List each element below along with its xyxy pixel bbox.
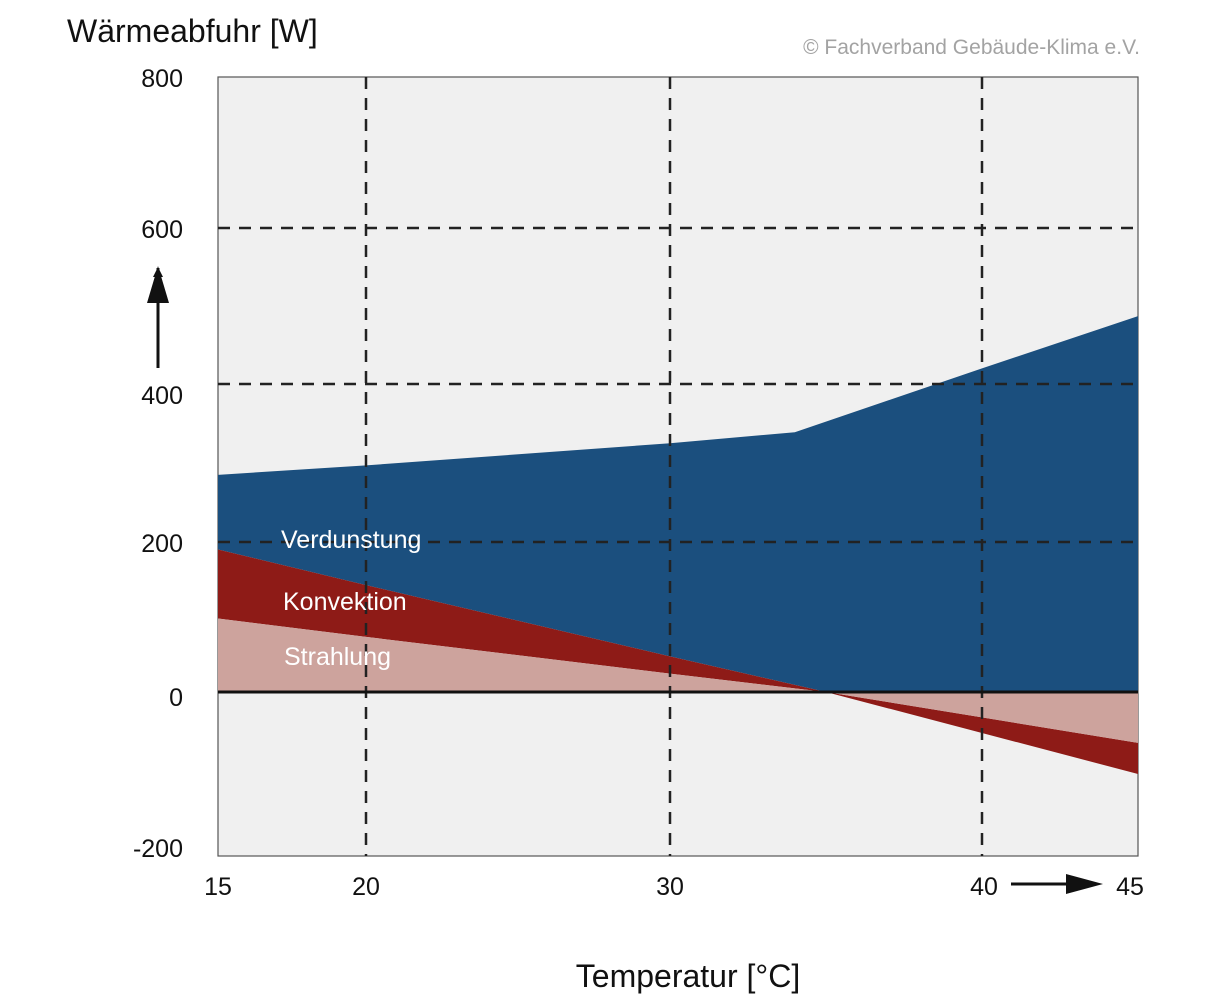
x-tick-label: 20 (352, 873, 380, 901)
y-tick-label: 600 (141, 216, 183, 244)
x-axis-arrow-icon-head (1066, 874, 1103, 894)
y-tick-label: 200 (141, 530, 183, 558)
area-strahlung (218, 618, 1138, 743)
area-konvektion (218, 549, 1138, 774)
area-verdunstung (218, 316, 1138, 692)
x-tick-label: 15 (204, 873, 232, 901)
x-tick-label: 45 (1116, 873, 1144, 901)
series-label-strahlung: Strahlung (284, 643, 391, 671)
x-axis-title: Temperatur [°C] (576, 958, 800, 994)
y-axis-arrow-icon-head (147, 266, 169, 303)
y-axis-title: Wärmeabfuhr [W] (67, 13, 318, 49)
series-label-konvektion: Konvektion (283, 588, 407, 616)
y-tick-label: 400 (141, 382, 183, 410)
y-tick-label: -200 (133, 835, 183, 863)
y-tick-label: 800 (141, 65, 183, 93)
y-tick-label: 0 (169, 684, 183, 712)
grid-lines (218, 77, 1138, 856)
copyright-note: © Fachverband Gebäude-Klima e.V. (803, 36, 1140, 59)
series-label-verdunstung: Verdunstung (281, 526, 421, 554)
x-tick-label: 30 (656, 873, 684, 901)
x-tick-label: 40 (970, 873, 998, 901)
